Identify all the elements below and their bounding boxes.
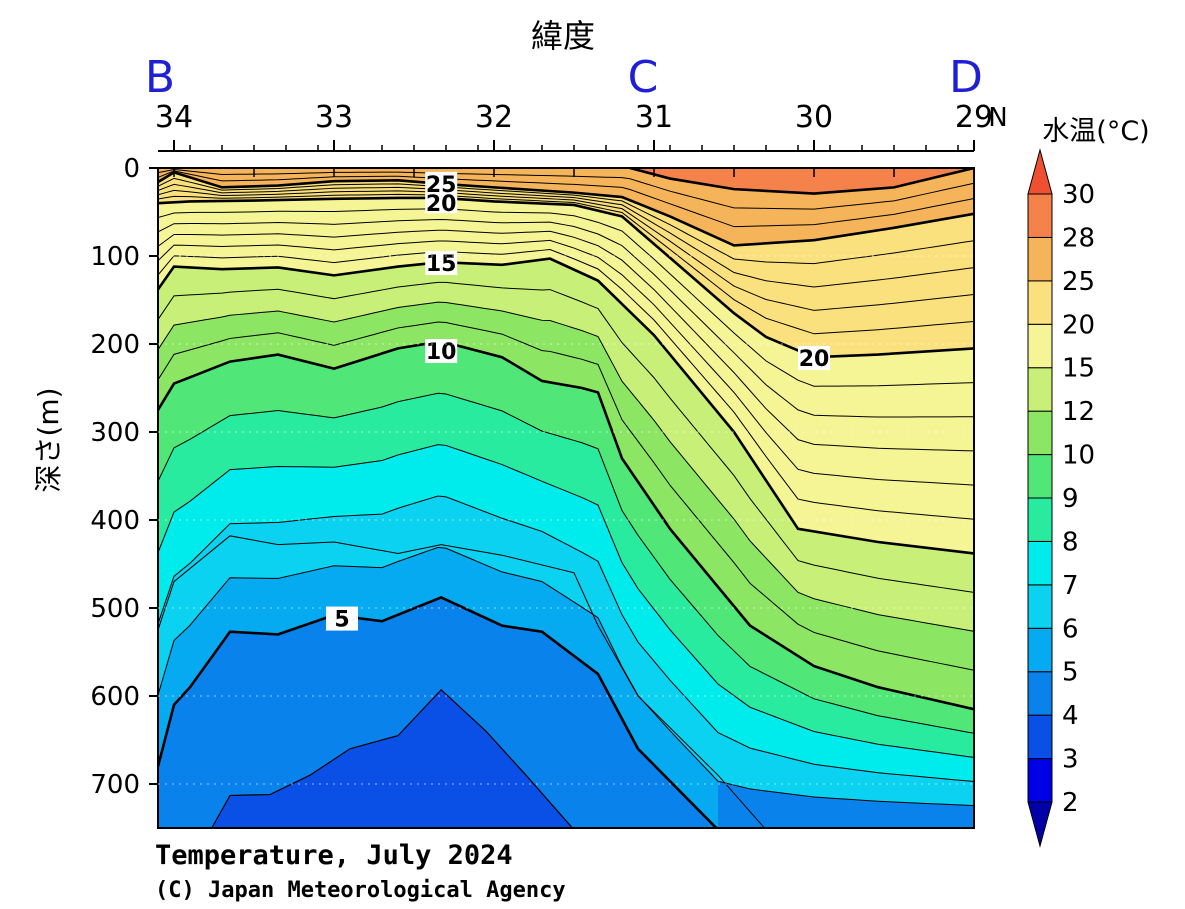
depth-axis: 0 100 200 300 400 500 600 700 [90,154,974,800]
colorbar-tick-label: 7 [1062,571,1079,601]
latitude-axis: 34 33 32 31 30 29 [155,100,993,177]
colorbar-tick-label: 8 [1062,527,1079,557]
colorbar-bottom-arrow [1027,801,1053,848]
colorbar-box [1027,323,1053,369]
thin-isotherm [158,218,974,418]
contour-label-box [425,193,458,214]
colorbar-tick-label: 3 [1062,745,1079,775]
thin-isotherm [158,193,974,335]
credit-text: (C) Japan Meteorological Agency [155,878,566,903]
x-axis-label: 緯度 [531,17,595,55]
x-tick-label: 31 [635,100,673,135]
thin-isotherm [158,170,974,228]
thin-isotherm [158,392,974,734]
contour-label-15: 15 [426,252,457,277]
thin-isotherm [158,301,974,632]
colorbar-tick-label: 28 [1062,223,1095,253]
colorbar-tick-label: 9 [1062,484,1079,514]
isotherm-25 [158,170,974,247]
colorbar-box [1027,758,1053,803]
colorbar-tick-label: 10 [1062,441,1095,471]
y-tick-label: 600 [90,682,140,712]
colorbar-tick-label: 6 [1062,614,1079,644]
chart-title: Temperature, July 2024 [155,840,513,871]
thin-isotherm [158,239,974,486]
colorbar-box [1027,671,1053,716]
thin-isotherm [158,535,766,828]
contour-label-box [798,346,830,371]
contour-label-10: 10 [426,340,457,365]
colorbar-box [1027,497,1053,542]
contour-label-20: 20 [799,347,830,372]
colorbar-box [1027,627,1053,673]
thin-isotherm [158,321,974,671]
y-axis-label: 深さ(m) [32,387,65,492]
contour-label-box [425,339,458,364]
colorbar-box [1027,410,1053,456]
thin-isotherms [158,168,974,828]
isotherm-3 [211,688,574,828]
colorbar-tick-label: 2 [1062,788,1079,818]
thin-isotherm [158,168,974,210]
band-3-4 [211,689,573,828]
contour-label-box [425,171,458,196]
contour-label-box [326,606,358,631]
isotherm-10 [158,340,974,711]
x-tick-label: 32 [475,100,513,135]
x-tick-label: 29 [955,100,993,135]
thin-isotherm [158,177,974,265]
y-tick-label: 500 [90,594,140,624]
x-unit-label: N [988,103,1007,133]
x-tick-label: 33 [315,100,353,135]
thin-isotherm [158,208,974,387]
temperature-bands [158,168,974,828]
thin-isotherm [158,495,974,783]
y-tick-label: 300 [90,418,140,448]
colorbar-tick-label: 30 [1062,180,1095,210]
colorbar-tick-label: 5 [1062,658,1079,688]
plot-frame [157,167,975,829]
colorbar-box [1027,367,1053,412]
colorbar-title: 水温(°C) [1042,116,1149,147]
section-label-b: B [145,52,175,103]
thin-isotherm [158,546,974,807]
thin-isotherm [158,229,974,452]
colorbar-tick-label: 4 [1062,701,1079,731]
colorbar-tick-label: 12 [1062,397,1095,427]
section-label-d: D [949,52,983,103]
colorbar-box [1027,193,1053,238]
colorbar: 2 3 4 5 6 7 8 9 10 12 15 20 25 28 30 [1027,148,1095,848]
thin-isotherm [158,281,974,593]
y-tick-label: 100 [90,242,140,272]
isotherm-28 [629,168,974,195]
colorbar-box [1027,714,1053,760]
x-tick-label: 30 [795,100,833,135]
y-tick-label: 200 [90,330,140,360]
x-tick-label: 34 [155,100,193,135]
colorbar-box [1027,280,1053,325]
colorbar-box [1027,584,1053,629]
colorbar-tick-label: 20 [1062,310,1095,340]
contour-label-5: 5 [334,608,349,633]
colorbar-tick-label: 25 [1062,267,1095,297]
labeled-isotherms [158,168,974,828]
thin-isotherm [158,189,974,311]
thin-isotherm [158,444,974,758]
isotherm-15 [158,257,974,555]
colorbar-box [1027,540,1053,586]
contour-label-20: 20 [426,192,457,217]
colorbar-box [1027,454,1053,499]
y-tick-label: 700 [90,770,140,800]
isotherm-5 [158,596,719,828]
colorbar-top-arrow [1027,148,1053,195]
colorbar-box [1027,236,1053,282]
section-label-c: C [628,52,659,103]
y-tick-label: 0 [123,154,140,184]
thin-isotherm [158,183,974,288]
contour-label-box [425,251,458,276]
colorbar-tick-label: 15 [1062,354,1095,384]
y-tick-label: 400 [90,506,140,536]
